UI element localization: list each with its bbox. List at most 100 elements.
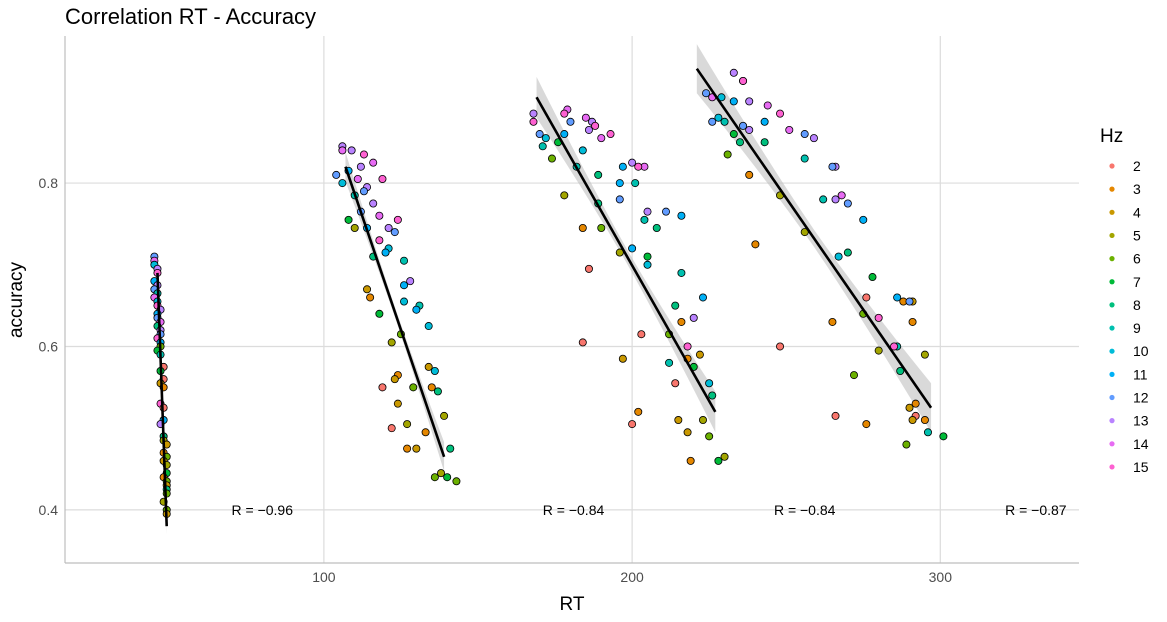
data-point bbox=[908, 416, 917, 425]
fit-line bbox=[344, 166, 446, 458]
axes bbox=[64, 36, 1079, 564]
data-point bbox=[837, 191, 846, 200]
data-point bbox=[760, 117, 769, 126]
data-point bbox=[776, 342, 785, 351]
data-point bbox=[344, 215, 353, 224]
data-point bbox=[400, 256, 409, 265]
data-point bbox=[363, 285, 372, 294]
data-point bbox=[760, 138, 769, 147]
legend-label: 10 bbox=[1133, 343, 1149, 359]
data-point bbox=[338, 179, 347, 188]
data-point bbox=[850, 371, 859, 380]
data-point bbox=[387, 424, 396, 433]
data-point bbox=[828, 162, 837, 171]
data-point bbox=[776, 109, 785, 118]
x-tick-label: 300 bbox=[929, 569, 953, 585]
data-point bbox=[908, 317, 917, 326]
legend-label: 12 bbox=[1133, 390, 1149, 406]
data-point bbox=[424, 322, 433, 331]
data-point bbox=[745, 170, 754, 179]
data-point bbox=[421, 428, 430, 437]
data-point bbox=[735, 138, 744, 147]
data-point bbox=[665, 358, 674, 367]
data-point bbox=[541, 134, 550, 143]
data-point bbox=[920, 350, 929, 359]
data-point bbox=[597, 224, 606, 233]
data-point bbox=[387, 338, 396, 347]
data-point bbox=[584, 125, 593, 134]
data-point bbox=[714, 113, 723, 122]
data-point bbox=[643, 260, 652, 269]
data-point bbox=[902, 440, 911, 449]
data-point bbox=[745, 125, 754, 134]
data-point bbox=[350, 224, 359, 233]
data-point bbox=[662, 207, 671, 216]
data-point bbox=[831, 411, 840, 420]
data-point bbox=[874, 313, 883, 322]
data-point bbox=[683, 428, 692, 437]
data-point bbox=[369, 158, 378, 167]
data-point bbox=[652, 224, 661, 233]
legend-label: 11 bbox=[1133, 366, 1148, 382]
x-axis-title: RT bbox=[560, 594, 585, 615]
data-point bbox=[403, 444, 412, 453]
data-point bbox=[356, 162, 365, 171]
data-point bbox=[618, 162, 627, 171]
data-point bbox=[834, 252, 843, 261]
fit-line bbox=[156, 272, 169, 527]
data-point bbox=[720, 452, 729, 461]
legend-label: 6 bbox=[1133, 251, 1141, 267]
correlation-label: R = −0.84 bbox=[543, 502, 605, 518]
data-point bbox=[843, 199, 852, 208]
data-point bbox=[375, 236, 384, 245]
data-point bbox=[723, 150, 732, 159]
data-point bbox=[729, 68, 738, 77]
data-point bbox=[378, 383, 387, 392]
data-point bbox=[594, 170, 603, 179]
data-point bbox=[581, 113, 590, 122]
data-point bbox=[578, 224, 587, 233]
legend-label: 5 bbox=[1133, 227, 1141, 243]
data-point bbox=[939, 432, 948, 441]
y-tick-labels: 0.4 0.6 0.8 bbox=[39, 175, 59, 518]
legend-key bbox=[1109, 394, 1115, 401]
legend-key bbox=[1109, 209, 1115, 215]
data-point bbox=[535, 130, 544, 139]
data-point bbox=[893, 293, 902, 302]
data-point bbox=[714, 456, 723, 465]
data-point bbox=[705, 432, 714, 441]
data-point bbox=[375, 211, 384, 220]
data-point bbox=[390, 228, 399, 237]
legend-label: 4 bbox=[1133, 204, 1141, 220]
chart-title: Correlation RT - Accuracy bbox=[65, 4, 316, 29]
data-point bbox=[677, 268, 686, 277]
data-point bbox=[720, 117, 729, 126]
fit-line bbox=[535, 96, 717, 413]
data-point bbox=[698, 416, 707, 425]
data-point bbox=[702, 89, 711, 98]
data-point bbox=[923, 428, 932, 437]
data-point bbox=[560, 130, 569, 139]
data-point bbox=[920, 416, 929, 425]
data-point bbox=[359, 150, 368, 159]
y-axis-title: accuracy bbox=[6, 261, 27, 338]
data-point bbox=[708, 117, 717, 126]
data-point bbox=[631, 179, 640, 188]
data-point bbox=[677, 317, 686, 326]
data-point bbox=[763, 101, 772, 110]
data-point bbox=[443, 473, 452, 482]
y-tick-label: 0.6 bbox=[39, 338, 59, 354]
data-point bbox=[578, 338, 587, 347]
gridlines bbox=[65, 36, 1079, 563]
data-point bbox=[695, 350, 704, 359]
legend-key bbox=[1109, 418, 1115, 424]
data-point bbox=[440, 411, 449, 420]
data-point bbox=[868, 273, 877, 282]
data-point bbox=[874, 346, 883, 355]
data-point bbox=[547, 154, 556, 163]
data-point bbox=[628, 244, 637, 253]
x-tick-label: 200 bbox=[620, 569, 644, 585]
data-point bbox=[643, 207, 652, 216]
